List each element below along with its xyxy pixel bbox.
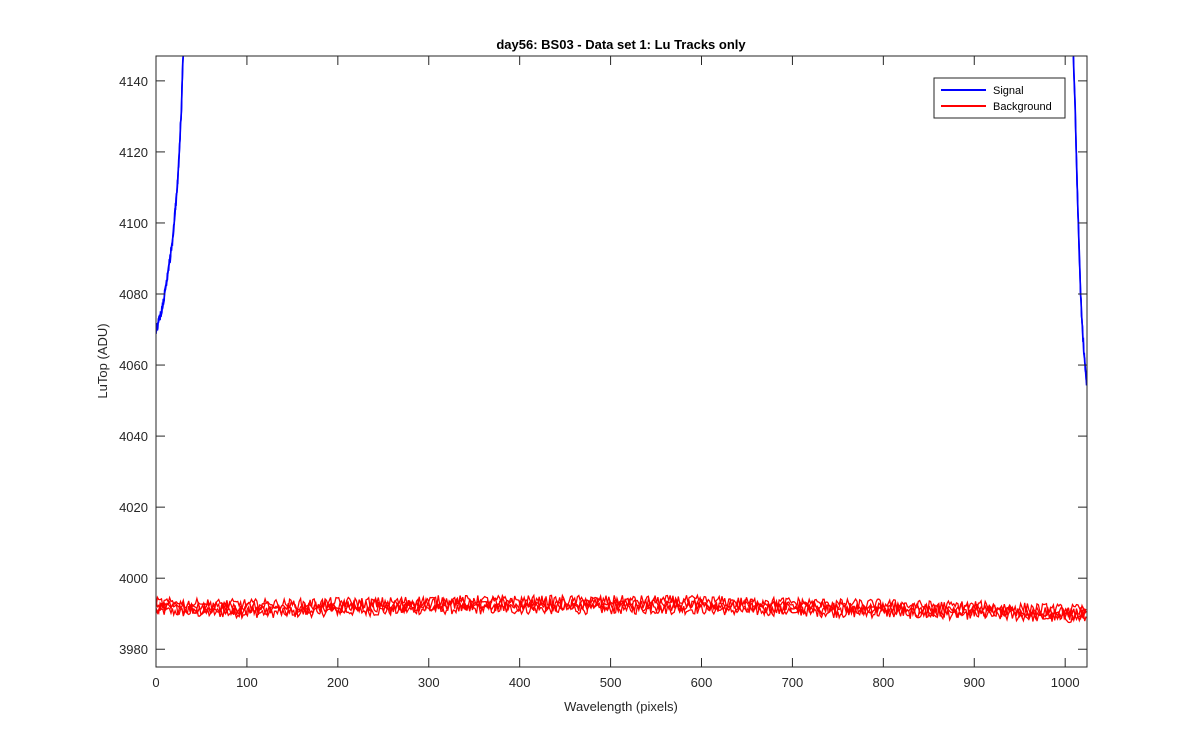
y-tick-label: 4000 bbox=[119, 571, 148, 586]
x-tick-label: 900 bbox=[963, 675, 985, 690]
axes-box bbox=[155, 55, 1088, 668]
x-tick-label: 700 bbox=[782, 675, 804, 690]
x-tick-label: 300 bbox=[418, 675, 440, 690]
x-tick-label: 1000 bbox=[1051, 675, 1080, 690]
y-tick-label: 4140 bbox=[119, 74, 148, 89]
x-tick-label: 500 bbox=[600, 675, 622, 690]
x-tick-label: 400 bbox=[509, 675, 531, 690]
legend-box bbox=[933, 77, 1066, 119]
y-tick-label: 4040 bbox=[119, 429, 148, 444]
y-axis-label: LuTop (ADU) bbox=[95, 323, 110, 398]
chart-title: day56: BS03 - Data set 1: Lu Tracks only bbox=[496, 37, 746, 52]
plot-area bbox=[156, 56, 1087, 667]
legend-label-background: Background bbox=[993, 101, 1052, 113]
x-tick-label: 200 bbox=[327, 675, 349, 690]
x-axis-label: Wavelength (pixels) bbox=[564, 699, 678, 714]
background-trace bbox=[156, 599, 1087, 621]
x-axis-ticks: 0 100 200 300 400 500 600 700 800 900 1000 bbox=[152, 56, 1080, 690]
x-tick-label: 800 bbox=[872, 675, 894, 690]
y-tick-label: 3980 bbox=[119, 642, 148, 657]
legend: Signal Background bbox=[933, 77, 1066, 119]
y-tick-label: 4100 bbox=[119, 216, 148, 231]
legend-label-signal: Signal bbox=[993, 85, 1024, 97]
y-tick-label: 4080 bbox=[119, 287, 148, 302]
background-trace bbox=[156, 593, 1087, 617]
y-tick-label: 4020 bbox=[119, 500, 148, 515]
x-tick-label: 100 bbox=[236, 675, 258, 690]
y-tick-label: 4060 bbox=[119, 358, 148, 373]
signal-trace-segment-0 bbox=[156, 56, 185, 332]
x-tick-label: 0 bbox=[152, 675, 159, 690]
signal-trace-segment-1 bbox=[1072, 56, 1087, 386]
y-axis-ticks: 3980 4000 4020 4040 4060 4080 4100 4120 4140 bbox=[119, 74, 1087, 657]
series-layer bbox=[156, 56, 1087, 624]
x-tick-label: 600 bbox=[691, 675, 713, 690]
y-tick-label: 4120 bbox=[119, 145, 148, 160]
